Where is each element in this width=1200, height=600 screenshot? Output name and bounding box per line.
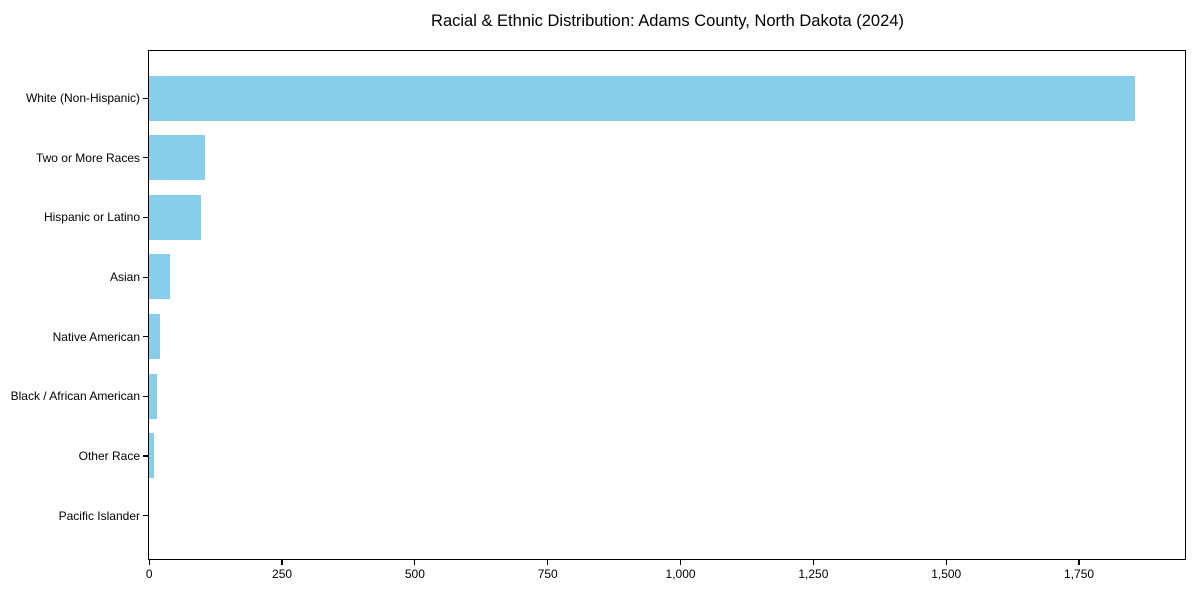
bar [149, 75, 1136, 121]
y-axis-label: Two or More Races [35, 150, 140, 165]
bar [149, 135, 205, 181]
x-tick-label: 1,750 [1064, 567, 1095, 581]
x-tick-mark [945, 560, 947, 565]
y-tick-mark [143, 336, 148, 338]
y-tick-mark [143, 157, 148, 159]
x-tick-label: 500 [404, 567, 425, 581]
x-tick-label: 0 [145, 567, 153, 581]
bar [149, 433, 154, 479]
x-tick-label: 1,000 [665, 567, 696, 581]
x-tick-label: 1,500 [931, 567, 962, 581]
y-tick-mark [143, 395, 148, 397]
y-axis-label: Pacific Islander [58, 508, 140, 523]
y-axis-label: Asian [109, 270, 140, 285]
x-tick-label: 250 [272, 567, 293, 581]
y-tick-mark [143, 515, 148, 517]
x-tick-mark [148, 560, 150, 565]
y-axis-label: White (Non-Hispanic) [25, 91, 140, 106]
y-axis-label: Black / African American [10, 389, 140, 404]
y-tick-mark [143, 216, 148, 219]
x-tick-label: 1,250 [798, 567, 829, 581]
bar [149, 373, 157, 419]
y-tick-mark [143, 97, 148, 99]
y-axis-label: Other Race [78, 449, 140, 464]
x-tick-mark [812, 560, 814, 565]
x-tick-mark [679, 560, 682, 565]
x-tick-label: 750 [537, 567, 558, 581]
x-tick-mark [414, 560, 416, 565]
y-axis-label: Native American [52, 329, 140, 344]
chart-title: Racial & Ethnic Distribution: Adams Coun… [431, 12, 904, 30]
x-tick-mark [281, 560, 283, 565]
plot-area [148, 50, 1186, 560]
x-tick-mark [1078, 560, 1080, 565]
y-tick-mark [143, 276, 148, 278]
bar [149, 254, 171, 300]
bar [149, 194, 202, 240]
bar [149, 314, 161, 360]
x-tick-mark [547, 560, 549, 565]
y-tick-mark [143, 455, 148, 457]
y-axis-label: Hispanic or Latino [43, 210, 140, 225]
